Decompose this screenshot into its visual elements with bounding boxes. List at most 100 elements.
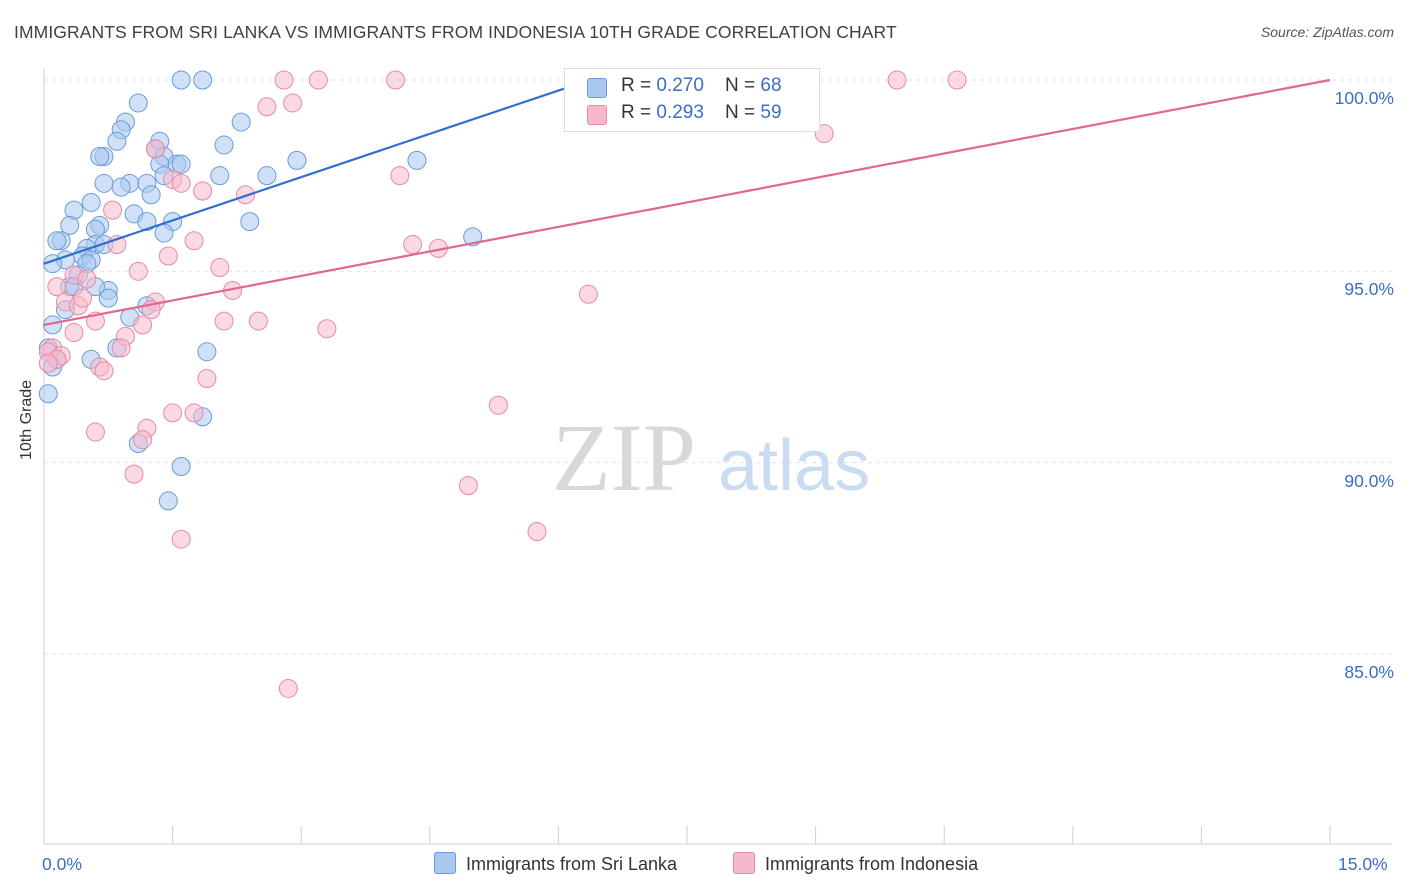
data-point-indonesia: [210, 258, 230, 278]
r-value: 0.293: [656, 102, 704, 123]
data-point-indonesia: [887, 70, 907, 90]
data-point-sri-lanka: [171, 70, 191, 90]
data-point-indonesia: [317, 319, 337, 339]
trend-line-sri-lanka: [43, 86, 568, 265]
data-point-indonesia: [103, 200, 123, 220]
data-point-indonesia: [158, 246, 178, 266]
data-point-sri-lanka: [90, 147, 110, 167]
data-point-sri-lanka: [214, 135, 234, 155]
data-point-sri-lanka: [407, 150, 427, 170]
data-point-indonesia: [947, 70, 967, 90]
r-label: R =: [621, 102, 657, 123]
data-point-indonesia: [73, 288, 93, 308]
data-point-indonesia: [386, 70, 406, 90]
trend-line-indonesia: [43, 78, 1331, 326]
data-point-indonesia: [184, 231, 204, 251]
stats-legend: R = 0.270 N = 68 R = 0.293 N = 59: [564, 68, 820, 132]
data-point-sri-lanka: [171, 154, 191, 174]
data-point-indonesia: [171, 173, 191, 193]
data-point-sri-lanka: [128, 93, 148, 113]
data-point-indonesia: [527, 522, 547, 542]
y-tick-label: 90.0%: [1344, 470, 1394, 491]
data-point-indonesia: [111, 338, 131, 358]
axes: [43, 68, 1392, 845]
data-point-sri-lanka: [38, 384, 58, 404]
y-axis-label: 10th Grade: [18, 379, 35, 460]
data-point-indonesia: [85, 422, 105, 442]
legend-swatch-blue: [434, 852, 456, 874]
y-tick-label: 100.0%: [1334, 88, 1394, 108]
data-point-sri-lanka: [193, 70, 213, 90]
data-point-indonesia: [257, 97, 277, 117]
series-sri-lanka-points: [38, 70, 483, 511]
data-point-sri-lanka: [287, 150, 307, 170]
data-point-indonesia: [197, 368, 217, 388]
x-tick-label-max: 15.0%: [1338, 854, 1388, 874]
data-point-sri-lanka: [107, 131, 127, 151]
data-point-indonesia: [458, 476, 478, 496]
data-point-indonesia: [184, 403, 204, 423]
data-point-sri-lanka: [210, 166, 230, 186]
data-point-indonesia: [133, 315, 153, 335]
data-point-indonesia: [403, 235, 423, 255]
data-point-indonesia: [133, 430, 153, 450]
n-label: N =: [725, 102, 761, 123]
data-point-indonesia: [124, 464, 144, 484]
data-point-sri-lanka: [141, 185, 161, 205]
data-point-indonesia: [171, 529, 191, 549]
data-point-indonesia: [488, 395, 508, 415]
data-point-sri-lanka: [154, 223, 174, 243]
data-point-indonesia: [77, 269, 97, 289]
legend-label: Immigrants from Sri Lanka: [466, 854, 678, 874]
watermark-zip: ZIP: [552, 404, 696, 511]
data-point-sri-lanka: [137, 212, 157, 232]
legend-swatch-pink: [587, 105, 607, 125]
data-point-sri-lanka: [171, 456, 191, 476]
data-point-sri-lanka: [240, 212, 260, 232]
data-point-indonesia: [278, 678, 298, 698]
data-point-indonesia: [578, 284, 598, 304]
data-point-indonesia: [128, 261, 148, 281]
grid-lines: [44, 79, 1392, 655]
n-value: 59: [760, 102, 782, 123]
source-label: Source: ZipAtlas.com: [1260, 24, 1394, 40]
y-tick-label: 85.0%: [1344, 662, 1394, 682]
data-point-indonesia: [214, 311, 234, 331]
data-point-indonesia: [390, 166, 410, 186]
data-point-indonesia: [38, 353, 58, 373]
data-point-sri-lanka: [98, 288, 118, 308]
data-point-sri-lanka: [231, 112, 251, 132]
legend-swatch-blue: [587, 78, 607, 98]
legend-item-sri-lanka[interactable]: Immigrants from Sri Lanka: [434, 852, 677, 875]
data-point-sri-lanka: [60, 215, 80, 235]
data-point-sri-lanka: [111, 177, 131, 197]
data-point-indonesia: [283, 93, 303, 113]
data-point-sri-lanka: [197, 342, 217, 362]
data-point-indonesia: [47, 277, 67, 297]
data-point-sri-lanka: [94, 173, 114, 193]
chart-title: IMMIGRANTS FROM SRI LANKA VS IMMIGRANTS …: [14, 22, 897, 42]
r-value: 0.270: [656, 75, 704, 96]
data-point-sri-lanka: [158, 491, 178, 511]
watermark: ZIP atlas: [552, 404, 870, 511]
x-tick-label-min: 0.0%: [42, 854, 82, 874]
legend-label: Immigrants from Indonesia: [765, 854, 979, 874]
data-point-indonesia: [64, 323, 84, 343]
legend-swatch-pink: [733, 852, 755, 874]
watermark-atlas: atlas: [718, 426, 870, 506]
data-point-sri-lanka: [47, 231, 67, 251]
data-point-indonesia: [163, 403, 183, 423]
data-point-indonesia: [248, 311, 268, 331]
data-point-sri-lanka: [81, 192, 101, 212]
legend-item-indonesia[interactable]: Immigrants from Indonesia: [733, 852, 978, 875]
data-point-indonesia: [308, 70, 328, 90]
data-point-sri-lanka: [43, 315, 63, 335]
y-tick-label: 95.0%: [1344, 279, 1394, 300]
n-value: 68: [760, 75, 782, 96]
x-axis-ticks: [43, 826, 1331, 844]
data-point-sri-lanka: [257, 166, 277, 186]
data-point-indonesia: [94, 361, 114, 381]
trend-lines: [43, 78, 1331, 326]
r-label: R =: [621, 75, 657, 96]
